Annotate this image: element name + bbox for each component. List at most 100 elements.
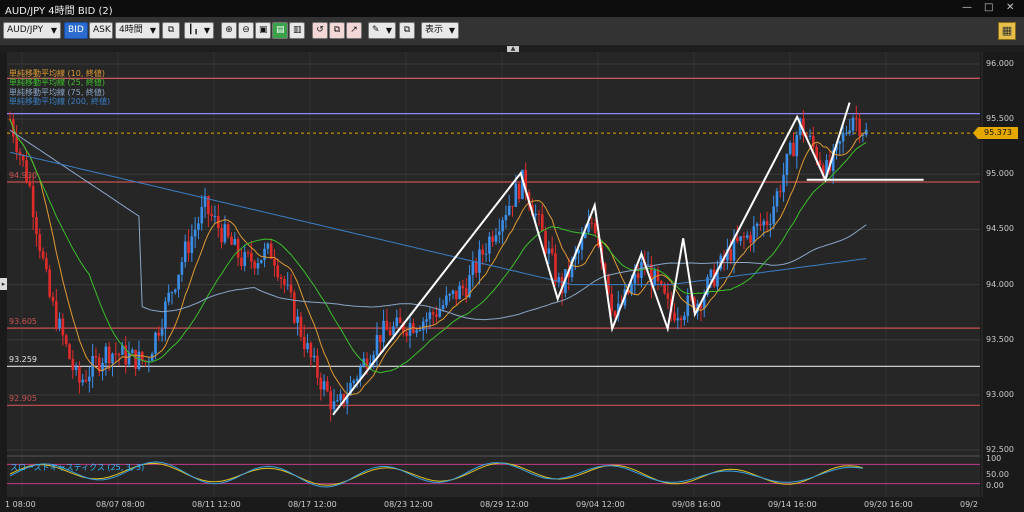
x-tick-label: 09/20 16:00: [864, 500, 913, 509]
candle-body: [494, 234, 498, 242]
left-panel-toggle[interactable]: ▸: [0, 278, 7, 290]
candle-body: [316, 355, 319, 378]
candle-body: [435, 314, 438, 317]
candle-body: [154, 332, 157, 354]
candle-body: [312, 355, 316, 358]
candle-body: [61, 318, 65, 336]
candle-body: [117, 354, 121, 356]
candle-body: [514, 183, 518, 207]
stochastic-k-line: [9, 462, 864, 486]
candle-body: [557, 277, 561, 283]
candle-body: [464, 288, 468, 298]
layout-icon[interactable]: ▦: [998, 22, 1016, 40]
maximize-icon[interactable]: □: [984, 2, 994, 13]
candle-body: [785, 153, 789, 176]
candle-body: [775, 191, 779, 207]
candle-body: [230, 236, 233, 245]
candle-body: [256, 263, 260, 269]
candle-body: [395, 317, 399, 327]
candle-body: [111, 353, 114, 364]
close-icon[interactable]: ✕: [1006, 2, 1015, 13]
candle-body: [755, 223, 759, 227]
candle-body: [279, 277, 283, 279]
candle-body: [808, 135, 812, 137]
candle-body: [107, 346, 111, 364]
candle-body: [378, 334, 382, 343]
candle-body: [405, 332, 409, 336]
candle-body: [167, 292, 170, 302]
time-axis[interactable]: [0, 497, 1024, 512]
candle-body: [286, 284, 289, 286]
y-tick-label: 95.000: [986, 169, 1014, 179]
candle-body: [702, 294, 706, 309]
chevron-down-icon: ▼: [448, 26, 455, 35]
candle-body: [580, 238, 584, 250]
y-tick-label: 95.500: [986, 114, 1014, 124]
candle-body: [31, 185, 35, 218]
position-icon[interactable]: ↗: [346, 22, 362, 39]
candle-body: [441, 305, 445, 309]
candle-body: [339, 393, 342, 401]
candle-body: [458, 285, 461, 300]
drawing-tool-select[interactable]: ✎ ▼: [368, 22, 396, 39]
candle-body: [236, 239, 240, 258]
zoom-in-icon[interactable]: ⊕: [221, 22, 237, 39]
x-tick-label: 08/07 08:00: [96, 500, 145, 509]
x-tick-label: 08/17 12:00: [288, 500, 337, 509]
candle-body: [825, 160, 828, 177]
grid-toggle-icon[interactable]: ▤: [272, 22, 288, 39]
indicator-legend: 単純移動平均線 (10, 終値) 単純移動平均線 (25, 終値) 単純移動平均線 …: [9, 69, 110, 106]
bid-button[interactable]: BID: [64, 22, 88, 39]
panel-icon[interactable]: ▥: [289, 22, 305, 39]
moving-average-line: [9, 129, 867, 321]
compare-icon[interactable]: ⧉: [162, 22, 180, 39]
candle-body: [345, 395, 349, 404]
candle-body: [646, 264, 650, 266]
legend-entry: 単純移動平均線 (10, 終値): [9, 69, 106, 78]
candle-body: [273, 258, 276, 266]
candle-body: [190, 236, 194, 254]
candle-body: [124, 345, 128, 365]
candle-body: [246, 252, 250, 254]
x-tick-label: 08/29 12:00: [480, 500, 529, 509]
candle-body: [633, 273, 637, 284]
ask-button[interactable]: ASK: [89, 22, 113, 39]
candle-body: [838, 141, 842, 144]
legend-entry: 単純移動平均線 (25, 終値): [9, 78, 106, 88]
candle-body: [613, 311, 617, 317]
candle-body: [726, 249, 729, 261]
order-icon[interactable]: ↺: [312, 22, 328, 39]
x-tick-label: 09/14 16:00: [768, 500, 817, 509]
panel-splitter-handle[interactable]: ▲: [507, 46, 519, 52]
candle-body: [716, 268, 719, 287]
candle-body: [134, 349, 137, 369]
candle-body: [636, 273, 640, 278]
minimize-icon[interactable]: —: [962, 2, 972, 13]
candle-body: [765, 221, 769, 226]
order-list-icon[interactable]: ⧉: [329, 22, 345, 39]
chart-plot-area[interactable]: [7, 52, 980, 497]
chevron-down-icon: ▼: [50, 26, 57, 35]
x-tick-label: 09/08 16:00: [672, 500, 721, 509]
display-menu[interactable]: 表示 ▼: [421, 22, 459, 39]
symbol-select[interactable]: AUD/JPY ▼: [3, 22, 61, 39]
candle-body: [263, 248, 266, 260]
candle-body: [131, 349, 134, 354]
fit-icon[interactable]: ▣: [255, 22, 271, 39]
candle-body: [421, 321, 425, 330]
chart-type-select[interactable]: ┃╻ ▼: [184, 22, 214, 39]
zoom-out-icon[interactable]: ⊖: [238, 22, 254, 39]
candle-body: [74, 366, 78, 370]
candle-body: [342, 393, 346, 404]
copy-icon[interactable]: ⧉: [399, 22, 415, 39]
horizontal-level-label: 94.930: [9, 171, 37, 180]
candle-body: [686, 295, 690, 316]
timeframe-select[interactable]: 4時間 ▼: [115, 22, 160, 39]
candle-body: [792, 142, 795, 157]
candle-body: [226, 224, 230, 237]
candle-body: [349, 382, 352, 396]
display-menu-label: 表示: [425, 25, 444, 35]
candle-body: [610, 293, 613, 312]
current-price-tag: 95.373: [973, 127, 1018, 140]
candle-body: [94, 355, 98, 358]
